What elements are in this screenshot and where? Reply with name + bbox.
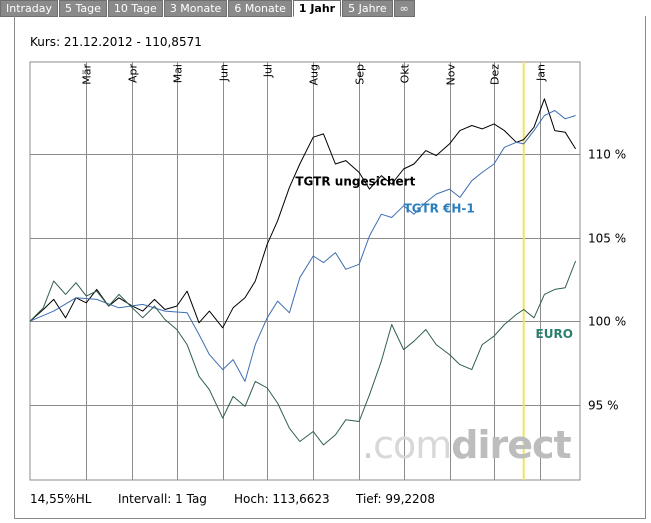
month-tick-label: Okt <box>399 63 412 83</box>
y-tick-label: 100 % <box>588 315 626 329</box>
series-line <box>29 110 576 382</box>
tab-0[interactable]: Intraday <box>0 0 59 17</box>
tab-7[interactable]: ∞ <box>393 0 415 17</box>
plot-area <box>29 61 581 481</box>
month-tick-label: Sep <box>354 64 367 85</box>
month-tick-label: Aug <box>308 64 321 85</box>
tab-5[interactable]: 1 Jahr <box>292 0 342 17</box>
tab-6[interactable]: 5 Jahre <box>342 0 393 17</box>
logo-dot: . <box>362 423 374 467</box>
chart-frame <box>14 16 646 519</box>
month-tick-label: Jul <box>262 64 275 78</box>
y-tick-label: 110 % <box>588 148 626 162</box>
price-info: Kurs: 21.12.2012 - 110,8571 <box>30 35 202 49</box>
series-label: EURO <box>536 327 573 341</box>
series-label: TGTR €H-1 <box>404 201 475 215</box>
tab-2[interactable]: 10 Tage <box>107 0 163 17</box>
month-tick-label: Apr <box>127 64 140 84</box>
footer-spread: 14,55%HL <box>30 492 92 506</box>
footer-high: Hoch: 113,6623 <box>234 492 330 506</box>
comdirect-logo: .comdirect <box>362 423 572 467</box>
month-tick-label: Mär <box>81 64 94 85</box>
footer-interval: Intervall: 1 Tag <box>118 492 207 506</box>
month-tick-label: Mai <box>172 64 185 83</box>
tab-3[interactable]: 3 Monate <box>163 0 228 17</box>
series-label: TGTR ungesichert <box>295 175 415 189</box>
footer-low: Tief: 99,2208 <box>356 492 435 506</box>
y-tick-label: 105 % <box>588 232 626 246</box>
month-tick-label: Jan <box>535 64 548 82</box>
month-tick-label: Jun <box>218 64 231 82</box>
series-line <box>29 98 577 329</box>
period-tabs: Intraday 5 Tage 10 Tage 3 Monate 6 Monate 1 J… <box>0 0 416 17</box>
y-tick-label: 95 % <box>588 399 619 413</box>
tab-1[interactable]: 5 Tage <box>59 0 107 17</box>
tab-4[interactable]: 6 Monate <box>228 0 292 17</box>
month-tick-label: Nov <box>445 64 458 86</box>
logo-direct: direct <box>451 423 571 467</box>
logo-com: com <box>373 423 452 467</box>
month-tick-label: Dez <box>489 64 502 85</box>
series-line <box>29 260 577 446</box>
